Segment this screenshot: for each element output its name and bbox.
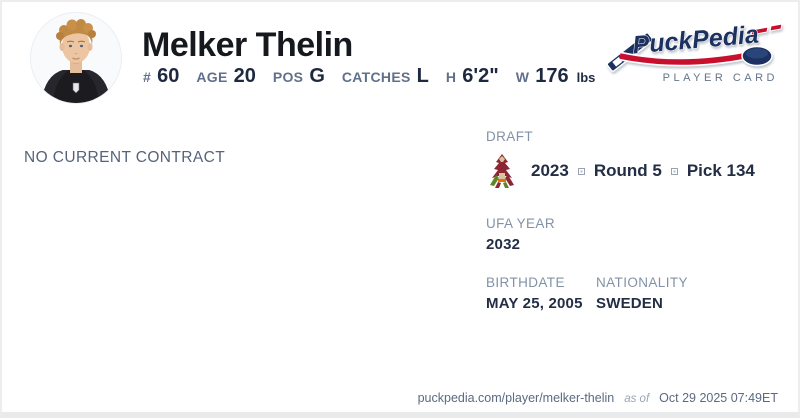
draft-pick: Pick 134 bbox=[686, 161, 755, 180]
draft-section: DRAFT 2023 Round 5 bbox=[486, 129, 786, 190]
stat-label: POS bbox=[272, 69, 304, 85]
stat-value: L bbox=[416, 65, 429, 87]
brand-tagline: PLAYER CARD bbox=[662, 72, 778, 84]
draft-year: 2023 bbox=[531, 161, 569, 180]
contract-status: NO CURRENT CONTRACT bbox=[24, 149, 226, 166]
stat-position: POS G bbox=[273, 65, 325, 88]
draft-details: 2023 Round 5 Pick 134 bbox=[531, 161, 755, 181]
ufa-value: 2032 bbox=[486, 236, 521, 253]
stat-value: 60 bbox=[157, 65, 180, 87]
ufa-label: UFA YEAR bbox=[486, 216, 555, 231]
page-title: Melker Thelin bbox=[142, 26, 353, 64]
stat-label: H bbox=[445, 69, 457, 85]
profile-url[interactable]: puckpedia.com/player/melker-thelin bbox=[417, 391, 615, 405]
stat-value: 20 bbox=[233, 65, 256, 87]
stat-height: H 6'2" bbox=[446, 65, 499, 88]
stat-value: G bbox=[309, 65, 325, 87]
stat-label: W bbox=[515, 69, 530, 85]
stat-unit: lbs bbox=[576, 70, 596, 85]
stat-label: AGE bbox=[196, 69, 228, 85]
stat-label: # bbox=[143, 69, 152, 85]
brand-block: PuckPedia PLAYER CARD bbox=[602, 14, 792, 92]
draft-row: 2023 Round 5 Pick 134 bbox=[486, 152, 786, 190]
player-photo bbox=[31, 13, 121, 103]
birthdate-value: MAY 25, 2005 bbox=[486, 295, 583, 312]
footer: puckpedia.com/player/melker-thelin as of… bbox=[418, 391, 778, 405]
nationality-block: NATIONALITY SWEDEN bbox=[596, 275, 688, 312]
bio-section: BIRTHDATE MAY 25, 2005 NATIONALITY SWEDE… bbox=[486, 275, 786, 312]
stat-catches: CATCHES L bbox=[342, 65, 429, 88]
stat-label: CATCHES bbox=[341, 69, 411, 85]
nationality-label: NATIONALITY bbox=[596, 275, 688, 290]
ufa-section: UFA YEAR 2032 bbox=[486, 216, 786, 253]
player-avatar bbox=[30, 12, 122, 104]
arizona-coyotes-logo bbox=[490, 154, 514, 188]
stat-value: 6'2" bbox=[462, 65, 499, 87]
birthdate-block: BIRTHDATE MAY 25, 2005 bbox=[486, 275, 596, 312]
player-stats-row: # 60 AGE 20 POS G CATCHES L H 6'2" W 176… bbox=[143, 65, 595, 88]
separator-icon bbox=[670, 167, 678, 175]
separator-icon bbox=[577, 167, 585, 175]
draft-label: DRAFT bbox=[486, 129, 533, 144]
stat-age: AGE 20 bbox=[196, 65, 256, 88]
nationality-value: SWEDEN bbox=[596, 295, 664, 312]
as-of-label: as of bbox=[624, 393, 650, 405]
stat-weight: W 176 lbs bbox=[516, 65, 596, 88]
birthdate-label: BIRTHDATE bbox=[486, 275, 565, 290]
stat-value: 176 bbox=[535, 65, 569, 87]
draft-round: Round 5 bbox=[593, 161, 662, 180]
timestamp: Oct 29 2025 07:49ET bbox=[659, 391, 778, 405]
stat-number: # 60 bbox=[143, 65, 179, 88]
player-info-column: DRAFT 2023 Round 5 bbox=[486, 129, 786, 312]
puckpedia-logo: PuckPedia bbox=[606, 20, 783, 72]
